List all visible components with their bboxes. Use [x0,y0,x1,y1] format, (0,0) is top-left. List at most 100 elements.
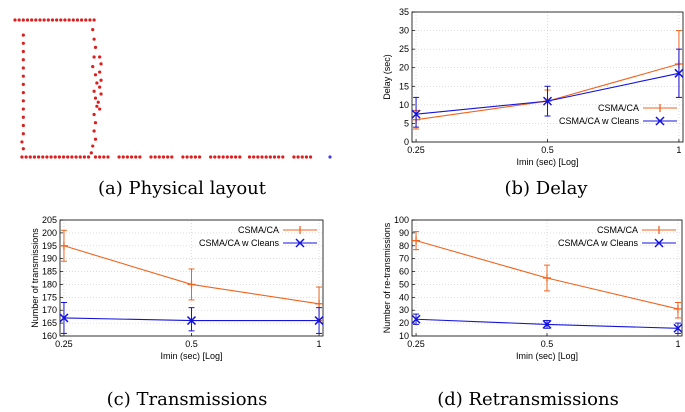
retransmissions-point-cross [542,319,552,329]
layout-nodes-point [21,49,25,54]
layout-nodes-point [17,18,21,22]
delay-legend-label: CSMA/CA [598,103,639,113]
caption-b: (b) Delay [504,178,588,199]
layout-nodes-point [49,155,53,159]
layout-nodes-point [92,129,96,133]
layout-nodes-point [21,91,25,95]
layout-nodes-point [91,27,95,32]
delay-plot-frame [411,11,684,143]
layout-nodes-point [13,18,17,22]
layout-nodes-point [181,155,185,159]
caption-d: (d) Retransmissions [437,389,619,410]
layout-nodes-point [63,18,67,22]
layout-nodes-point [125,155,130,159]
delay-ytick-label: 25 [399,44,409,54]
retransmissions-yaxis-label: Number of re-transmissions [382,222,392,333]
layout-nodes-point [92,37,96,41]
layout-nodes-point [91,144,95,148]
delay-xtick-label: 1 [676,145,681,155]
layout-nodes-point [28,155,32,159]
layout-nodes-point [229,155,234,159]
layout-nodes-point [99,92,103,96]
layout-nodes-point [149,155,153,159]
layout-nodes-point [93,96,98,100]
layout-nodes-point [80,18,84,22]
layout-nodes-point [209,155,213,159]
retransmissions-ytick-label: 70 [399,254,409,264]
layout-nodes-point [53,155,57,159]
layout-nodes-point [308,155,313,159]
layout-nodes-point [121,155,125,159]
layout-nodes-point [296,155,300,159]
layout-nodes-point [129,155,134,159]
delay-xaxis-label: Imin (sec) [Log] [516,157,578,167]
layout-sink-point [328,155,332,159]
layout-nodes-point [138,155,142,159]
layout-nodes-point [21,147,25,151]
layout-nodes-point [38,18,42,22]
transmissions-point-cross [314,316,324,326]
transmissions-ytick-label: 175 [42,292,57,302]
delay-ytick-label: 35 [399,7,409,17]
layout-nodes-point [21,58,25,62]
layout-nodes-point [93,155,98,159]
layout-nodes-point [153,155,157,159]
transmissions-ytick-label: 180 [42,279,57,289]
layout-nodes-point [21,33,25,37]
delay-ytick-label: 30 [399,26,409,36]
layout-nodes-point [36,155,41,159]
delay-point-cross [411,109,421,119]
layout-nodes-point [234,155,238,159]
layout-nodes-point [92,55,96,59]
retransmissions-point-cross [673,323,683,333]
layout-nodes-point [272,155,277,159]
retransmissions-xtick-label: 1 [675,339,680,349]
layout-nodes-point [161,155,166,159]
retransmissions-legend-marker [654,238,664,248]
layout-nodes-point [46,18,50,22]
layout-nodes-point [92,18,96,22]
transmissions-yaxis-label: Number of transmissions [30,228,40,328]
retransmissions-xaxis-label: Imin (sec) [Log] [516,351,578,361]
layout-nodes-point [221,155,225,159]
layout-nodes-point [157,155,161,159]
layout-nodes-point [82,155,86,159]
delay-point-cross [542,96,553,106]
layout-nodes-point [91,64,95,69]
delay-ytick-label: 0 [404,137,409,147]
layout-nodes-point [57,155,62,159]
layout-nodes-point [106,155,110,159]
transmissions-ytick-label: 170 [42,305,57,315]
layout-nodes-point [75,18,80,22]
layout-nodes-point [42,18,46,22]
layout-nodes-point [281,155,285,159]
layout-nodes-point [189,155,193,159]
layout-nodes-point [21,41,25,45]
layout-nodes-point [21,123,25,128]
retransmissions-xtick-label: 0.25 [407,339,425,349]
caption-c: (c) Transmissions [107,389,268,410]
layout-nodes-point [21,107,25,111]
layout-nodes-point [93,137,98,141]
layout-nodes-point [34,18,38,22]
layout-nodes-point [96,100,100,104]
transmissions-ytick-label: 195 [42,241,57,251]
delay-ytick-label: 5 [404,118,409,128]
layout-nodes-point [93,73,98,77]
transmissions-ytick-label: 190 [42,254,57,264]
layout-nodes-point [170,155,174,159]
layout-nodes-point [193,155,197,159]
layout-nodes-point [89,151,93,155]
retransmissions-ytick-label: 30 [399,305,409,315]
layout-nodes-point [98,55,102,59]
transmissions-legend-label: CSMA/CA w Cleans [199,238,280,248]
layout-nodes-point [304,155,309,159]
layout-nodes-point [55,18,59,22]
transmissions-ytick-label: 200 [42,228,57,238]
layout-nodes-point [50,18,55,22]
transmissions-legend-marker [295,238,305,248]
layout-nodes-point [88,18,92,22]
layout-nodes-point [20,155,24,159]
layout-nodes-point [256,155,260,159]
layout-nodes-point [185,155,189,159]
